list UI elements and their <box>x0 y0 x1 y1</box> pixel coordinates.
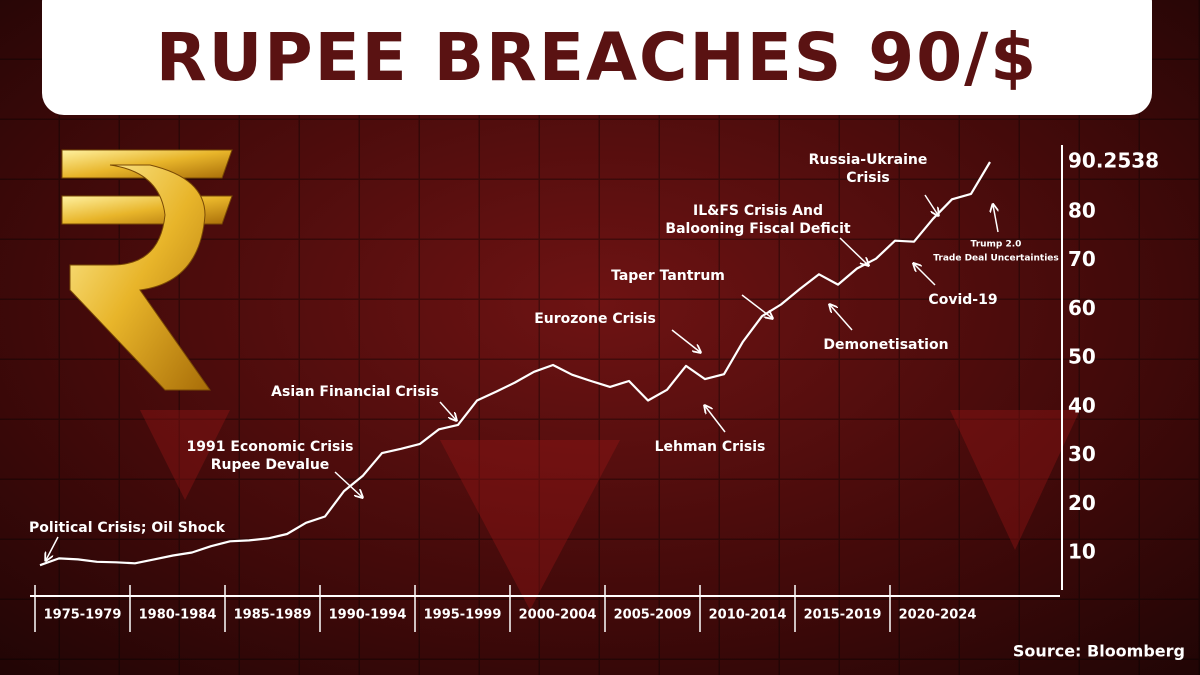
x-tick-label: 2020-2024 <box>899 608 977 623</box>
y-tick-label: 30 <box>1068 442 1096 466</box>
annotation-arrow <box>705 406 726 433</box>
x-tick-label: 2005-2009 <box>614 608 692 623</box>
annotation-arrow <box>671 329 700 352</box>
y-tick-label: 40 <box>1068 393 1096 417</box>
annotation: Asian Financial Crisis <box>271 384 439 400</box>
annotation: Taper Tantrum <box>611 268 725 284</box>
y-tick-label: 80 <box>1068 198 1096 222</box>
x-tick-label: 1980-1984 <box>139 608 217 623</box>
annotation-arrow <box>46 536 59 560</box>
annotation-arrow <box>924 194 938 215</box>
x-tick-label: 2015-2019 <box>804 608 882 623</box>
annotation-arrow <box>914 264 936 286</box>
annotation: Russia-Ukraine <box>809 152 928 168</box>
source: Source: Bloomberg <box>1013 642 1185 661</box>
y-tick-label: 20 <box>1068 491 1096 515</box>
annotation: 1991 Economic Crisis <box>187 439 354 455</box>
annotation: Lehman Crisis <box>655 439 766 455</box>
annotation: Balooning Fiscal Deficit <box>665 221 850 237</box>
annotation: IL&FS Crisis And <box>693 203 823 219</box>
annotation-arrow <box>830 305 853 331</box>
annotation: Trump 2.0 <box>971 240 1022 250</box>
x-tick-label: 1985-1989 <box>234 608 312 623</box>
series-line <box>39 161 991 567</box>
chart-title: RUPEE BREACHES 90/$ <box>156 19 1038 96</box>
decor-arrows <box>140 410 1080 610</box>
y-tick-label: 50 <box>1068 345 1096 369</box>
x-tick-label: 2010-2014 <box>709 608 787 623</box>
annotation: Covid-19 <box>928 292 997 308</box>
annotation: Crisis <box>846 170 889 186</box>
x-tick-label: 2000-2004 <box>519 608 597 623</box>
y-tick-label: 90.2538 <box>1068 149 1159 173</box>
annotation-arrow <box>439 401 456 420</box>
annotation: Political Crisis; Oil Shock <box>29 520 226 536</box>
y-tick-label: 60 <box>1068 296 1096 320</box>
annotation-arrow <box>741 294 772 318</box>
x-tick-label: 1995-1999 <box>424 608 502 623</box>
x-tick-label: 1990-1994 <box>329 608 407 623</box>
annotation-arrow <box>993 205 999 233</box>
annotation: Rupee Devalue <box>211 457 330 473</box>
y-tick-label: 10 <box>1068 540 1096 564</box>
annotation-arrow <box>334 471 362 497</box>
y-tick-label: 70 <box>1068 247 1096 271</box>
x-tick-label: 1975-1979 <box>44 608 122 623</box>
annotation: Eurozone Crisis <box>534 311 656 327</box>
annotation: Demonetisation <box>823 337 948 353</box>
rupee-icon <box>61 149 233 391</box>
annotation-arrow <box>839 237 868 265</box>
title-box <box>42 0 1152 115</box>
annotation: Trade Deal Uncertainties <box>933 254 1059 264</box>
